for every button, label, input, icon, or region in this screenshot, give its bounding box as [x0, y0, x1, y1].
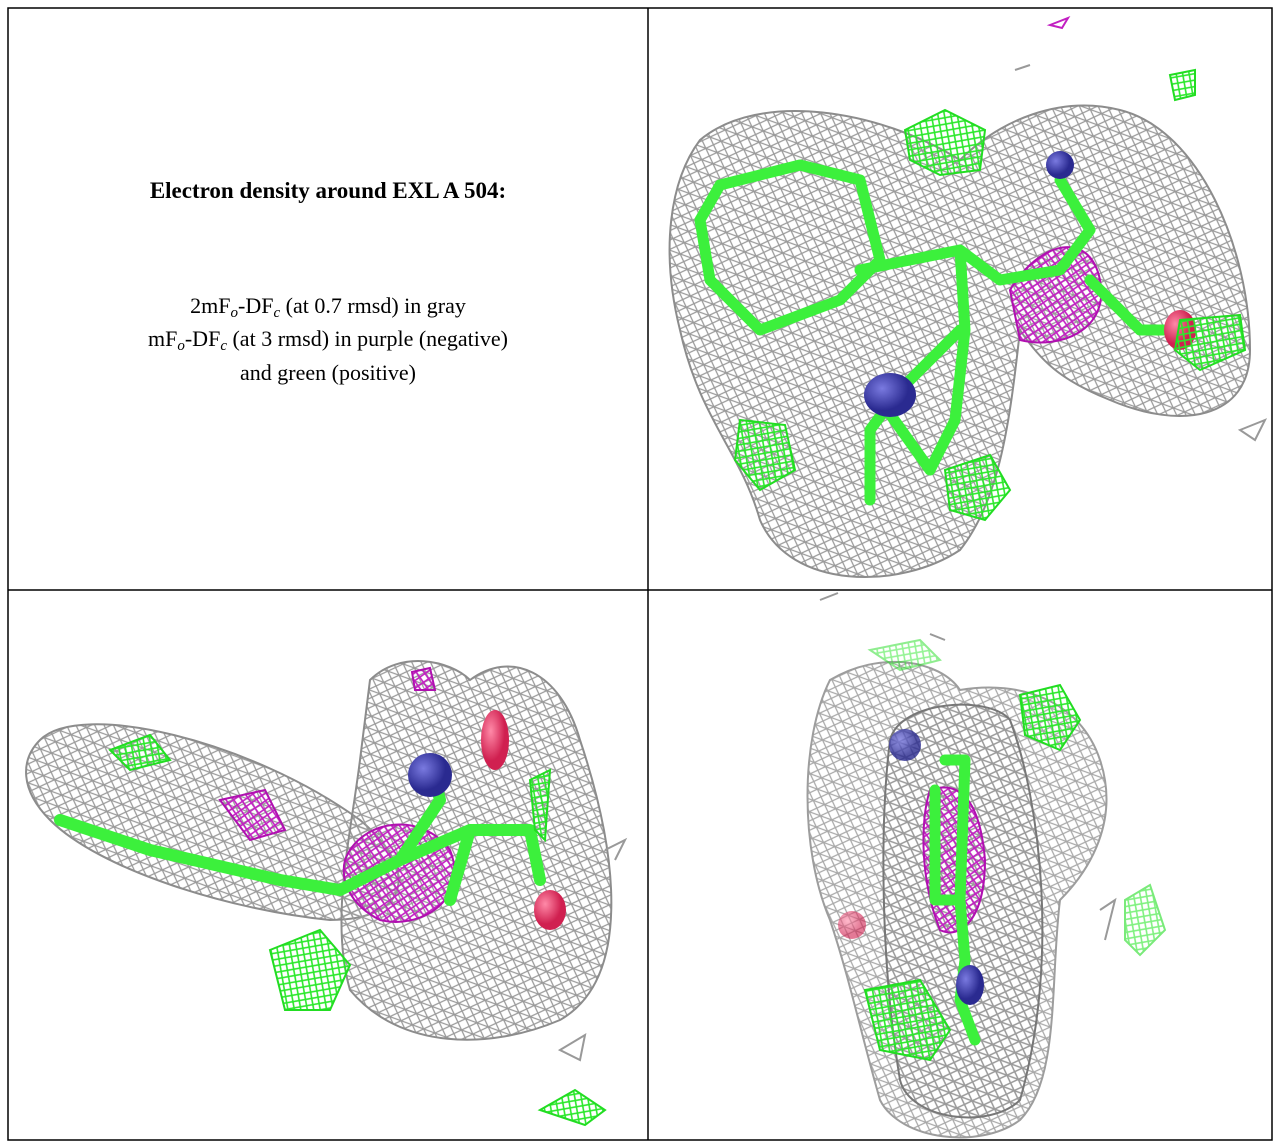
density-view-top-right	[668, 16, 1268, 578]
outer-border	[7, 7, 1273, 1141]
oxygen-atom	[481, 710, 509, 770]
text: -DF	[184, 326, 221, 351]
nitrogen-atom	[889, 729, 921, 761]
purple-density	[1046, 16, 1071, 30]
gray-density	[340, 660, 613, 1041]
grid-border	[7, 7, 1273, 1141]
text: 2mF	[190, 293, 231, 318]
text: -DF	[238, 293, 274, 318]
text: and green (positive)	[240, 360, 416, 385]
text: (at 0.7 rmsd) in gray	[280, 293, 466, 318]
text: mF	[148, 326, 178, 351]
subscript: c	[273, 305, 281, 321]
gray-density	[557, 837, 628, 1062]
gray-density	[1014, 64, 1268, 442]
caption-line: and green (positive)	[8, 360, 648, 386]
subscript: o	[177, 338, 185, 354]
ligand-sticks	[694, 159, 1186, 506]
green-density	[733, 68, 1247, 522]
caption: Electron density around EXL A 504: 2mFo-…	[8, 8, 648, 590]
oxygen-atom	[534, 890, 566, 930]
oxygen-atom	[838, 911, 866, 939]
density-view-bottom-right	[806, 592, 1167, 1139]
nitrogen-atom	[956, 965, 984, 1005]
text: (at 3 rmsd) in purple (negative)	[226, 326, 508, 351]
caption-title: Electron density around EXL A 504:	[149, 178, 507, 203]
caption-line: mFo-DFc (at 3 rmsd) in purple (negative)	[8, 326, 648, 355]
density-view-bottom-left	[25, 660, 628, 1127]
green-density	[108, 733, 607, 1127]
subscript: o	[230, 305, 239, 321]
nitrogen-atom	[408, 753, 452, 797]
nitrogen-atom	[1046, 151, 1074, 179]
nitrogen-atom	[864, 373, 916, 417]
green-density	[863, 638, 1167, 1062]
subscript: c	[220, 338, 227, 354]
gray-density	[819, 592, 1117, 941]
caption-line: 2mFo-DFc (at 0.7 rmsd) in gray	[8, 293, 648, 322]
